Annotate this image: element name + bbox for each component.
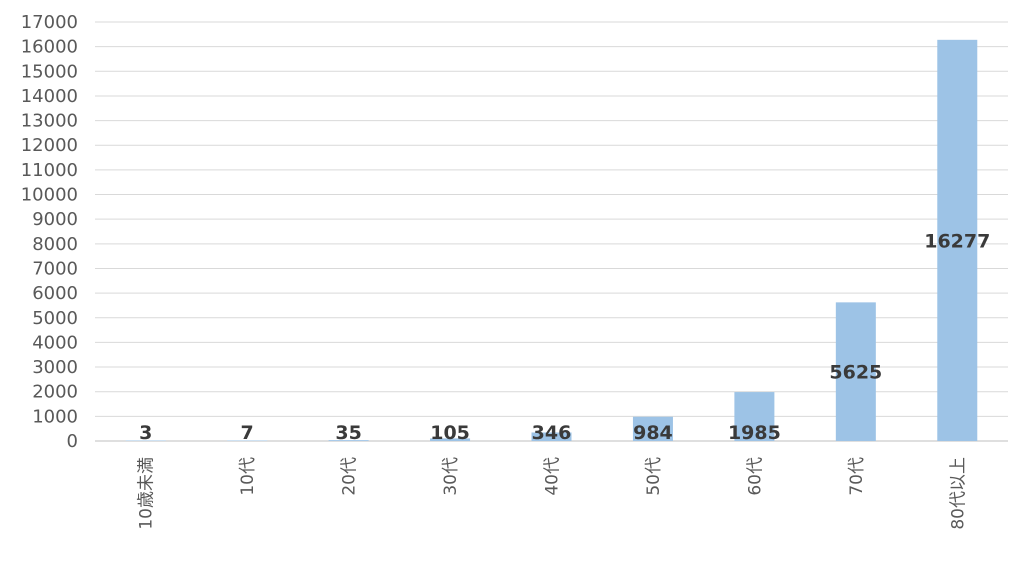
y-tick-label: 5000 [32,308,78,329]
x-tick-label: 10代 [238,457,258,496]
bar [227,440,268,441]
data-label: 7 [241,422,254,444]
bar [937,39,978,441]
bar [734,392,775,441]
data-label: 35 [335,422,361,444]
bar [125,440,166,441]
data-label: 105 [430,422,470,444]
y-tick-label: 15000 [21,61,78,82]
y-tick-label: 9000 [32,209,78,230]
y-tick-label: 8000 [32,234,78,255]
x-tick-label: 60代 [745,457,765,496]
y-tick-label: 13000 [21,111,78,132]
y-tick-label: 6000 [32,283,78,304]
data-labels: 3 7 35 105 346 984 1985 5625 16277 [139,230,990,444]
bars [125,39,978,441]
y-tick-label: 10000 [21,185,78,206]
y-tick-label: 4000 [32,332,78,353]
bar [328,440,369,441]
x-axis-ticks: 10歳未満 10代 20代 30代 40代 50代 60代 70代 80代以上 [137,457,969,530]
y-tick-label: 17000 [21,12,78,33]
bar [632,416,673,441]
bar [430,438,471,441]
y-axis-ticks: 0 1000 2000 3000 4000 5000 6000 7000 8000 9000 100… [21,12,78,452]
y-tick-label: 3000 [32,357,78,378]
y-tick-label: 16000 [21,37,78,58]
y-tick-label: 7000 [32,258,78,279]
data-label: 346 [532,422,572,444]
data-label: 16277 [924,230,990,252]
x-tick-label: 20代 [340,457,360,496]
data-label: 3 [139,422,152,444]
y-tick-label: 12000 [21,135,78,156]
x-tick-label: 50代 [644,457,664,496]
y-tick-label: 0 [67,431,78,452]
data-label: 1985 [728,422,781,444]
y-tick-label: 1000 [32,406,78,427]
data-label: 984 [633,422,673,444]
y-tick-label: 14000 [21,86,78,107]
y-tick-label: 11000 [21,160,78,181]
x-tick-label: 10歳未満 [137,457,157,530]
x-tick-label: 40代 [543,457,563,496]
bar [835,302,876,441]
y-tick-label: 2000 [32,382,78,403]
x-tick-label: 30代 [441,457,461,496]
x-tick-label: 80代以上 [948,457,968,530]
x-tick-label: 70代 [847,457,867,496]
bar [531,432,572,441]
data-label: 5625 [829,362,882,384]
